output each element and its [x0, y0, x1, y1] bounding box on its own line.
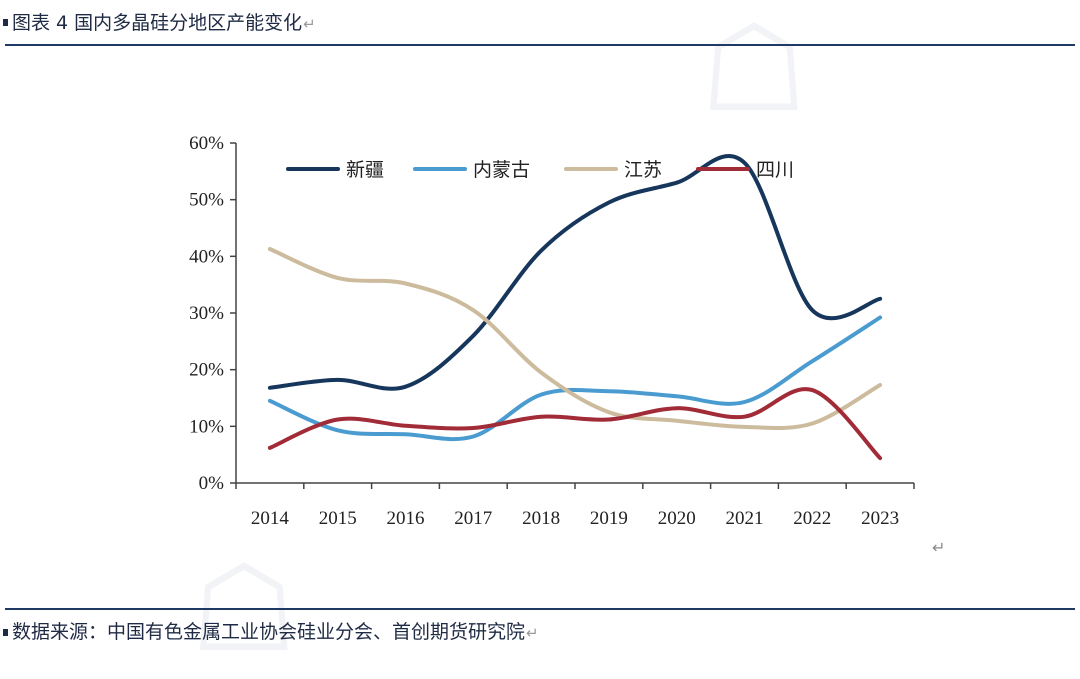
- x-tick-label: 2020: [658, 508, 696, 529]
- return-mark: ↵: [303, 15, 316, 33]
- y-tick-label: 60%: [189, 133, 224, 154]
- figure-header: 图表 4 国内多晶硅分地区产能变化↵: [0, 0, 1080, 46]
- series-line: [267, 387, 883, 461]
- figure-footer: 数据来源：中国有色金属工业协会硅业分会、首创期货研究院↵: [0, 606, 1080, 657]
- y-tick-label: 20%: [189, 360, 224, 381]
- footer-rule: [5, 608, 1075, 610]
- y-tick-label: 0%: [199, 473, 225, 494]
- legend-label: 新疆: [346, 159, 384, 181]
- x-tick-label: 2022: [793, 508, 831, 529]
- legend-label: 江苏: [624, 159, 662, 181]
- figure-title: 图表 4 国内多晶硅分地区产能变化↵: [12, 12, 316, 34]
- x-tick-label: 2019: [590, 508, 628, 529]
- header-rule: [5, 44, 1075, 46]
- x-tick-label: 2021: [726, 508, 764, 529]
- bullet-icon: [3, 19, 8, 26]
- legend-label: 内蒙古: [473, 159, 530, 181]
- y-tick-label: 40%: [189, 246, 224, 267]
- x-tick-label: 2018: [522, 508, 560, 529]
- series-line: [267, 315, 883, 442]
- source-note: 数据来源：中国有色金属工业协会硅业分会、首创期货研究院↵: [12, 621, 539, 643]
- x-tick-label: 2016: [387, 508, 425, 529]
- y-tick-label: 10%: [189, 416, 224, 437]
- chart-area: 0% 10% 20% 30% 40% 50% 60% 2014 2015 2016 2017 2018…: [0, 46, 1080, 606]
- x-tick-label: 2014: [251, 508, 290, 529]
- y-tick-label: 50%: [189, 190, 224, 211]
- legend-label: 四川: [756, 159, 794, 181]
- x-tick-label: 2015: [319, 508, 357, 529]
- x-tick-label: 2017: [454, 508, 492, 529]
- return-mark: ↵: [932, 538, 946, 557]
- return-mark: ↵: [526, 624, 539, 642]
- bullet-icon: [3, 629, 8, 636]
- series-line: [267, 154, 883, 391]
- series-line: [267, 247, 883, 430]
- line-chart: 0% 10% 20% 30% 40% 50% 60% 2014 2015 2016 2017 2018…: [189, 133, 915, 529]
- x-tick-label: 2023: [861, 508, 899, 529]
- y-tick-label: 30%: [189, 303, 224, 324]
